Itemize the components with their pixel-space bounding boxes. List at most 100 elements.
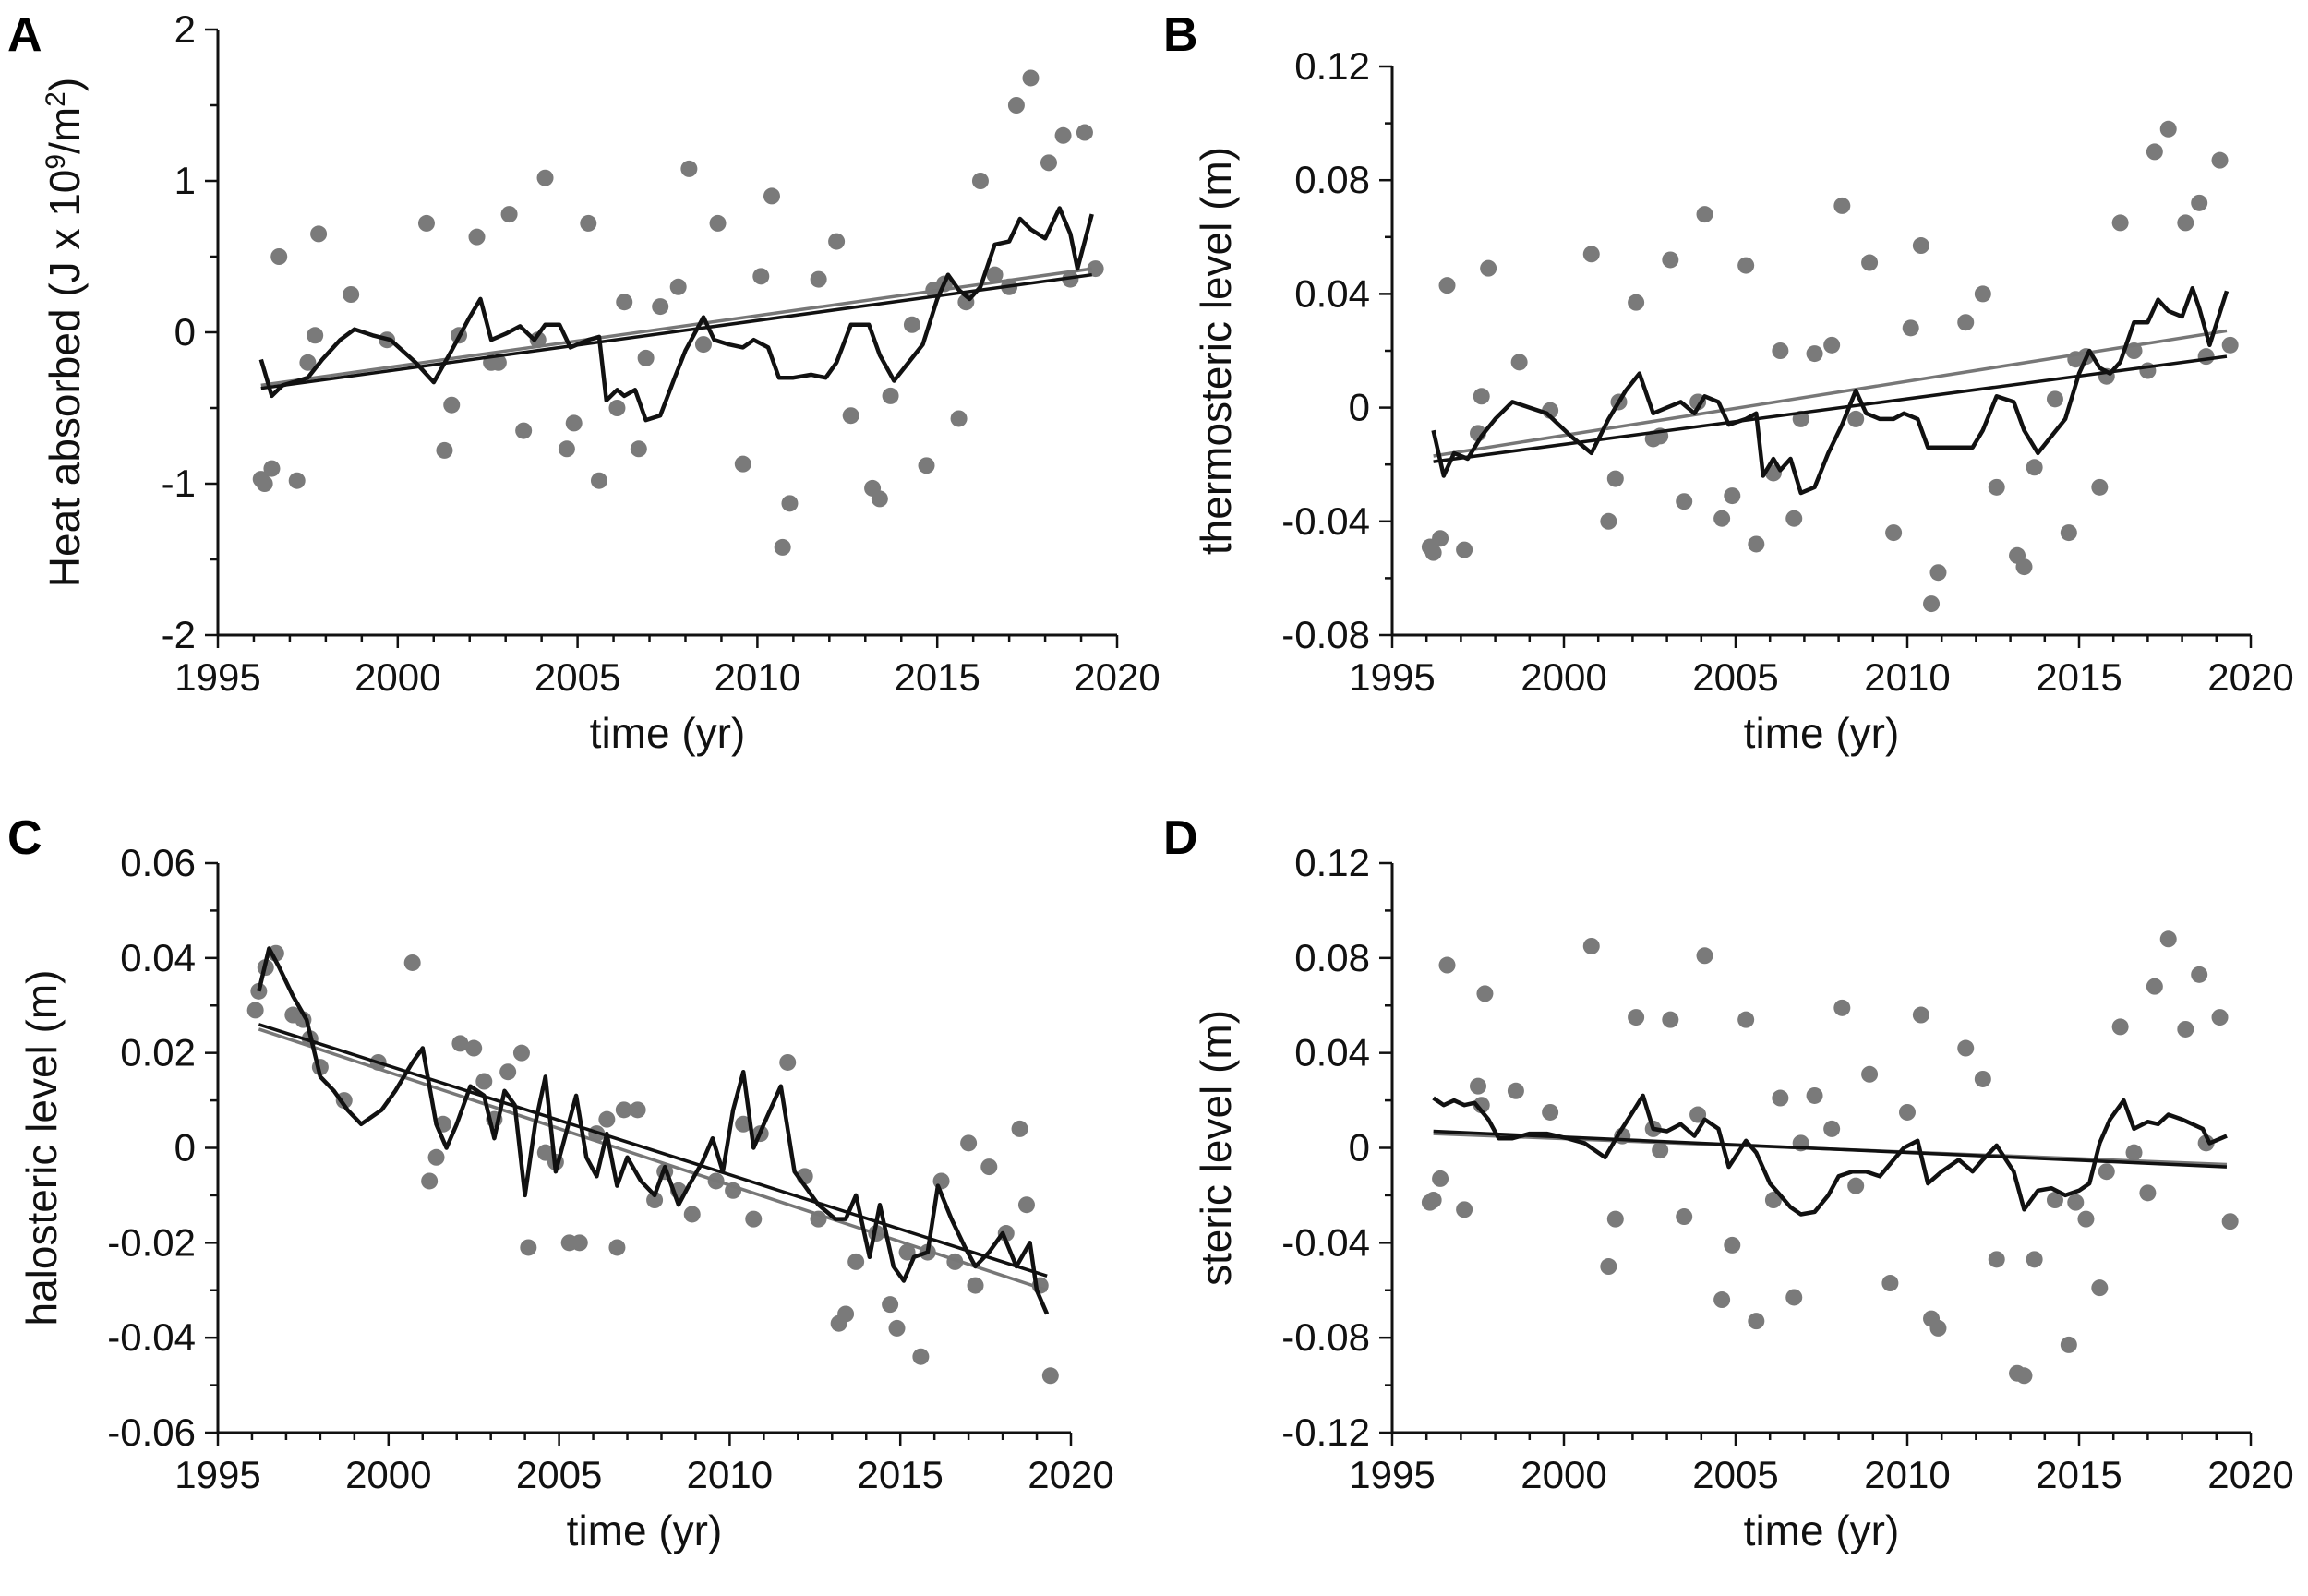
data-point xyxy=(1929,564,1947,582)
data-point xyxy=(828,233,846,250)
data-point xyxy=(1847,410,1865,427)
data-point xyxy=(310,225,328,243)
data-point xyxy=(2046,1192,2063,1209)
data-point xyxy=(2197,1134,2215,1152)
panel-c: C -0.06 -0.04 -0.02 0 0.02 0.04 0.06 1995 2000 200… xyxy=(7,811,1114,1554)
data-point xyxy=(774,538,791,556)
data-point xyxy=(1806,345,1823,363)
x-tick-label: 2000 xyxy=(355,655,440,699)
data-point xyxy=(637,349,655,366)
data-point xyxy=(1054,126,1072,144)
data-point xyxy=(629,1101,646,1119)
data-point xyxy=(608,1239,626,1256)
data-point xyxy=(343,286,360,303)
data-point xyxy=(1929,1319,1947,1337)
y-tick-label: 0.04 xyxy=(1294,271,1370,315)
data-point xyxy=(1542,1103,1559,1121)
data-point xyxy=(443,396,461,414)
data-point xyxy=(1696,947,1713,965)
y-tick-label: -1 xyxy=(162,462,196,505)
data-point xyxy=(1087,260,1104,278)
data-point xyxy=(1823,1120,1841,1137)
data-point xyxy=(2191,966,2208,983)
data-point xyxy=(1606,1210,1624,1228)
data-point xyxy=(2060,1336,2077,1353)
data-point xyxy=(980,1158,998,1176)
data-point xyxy=(1473,388,1490,405)
data-point xyxy=(417,214,435,232)
data-point xyxy=(842,407,859,425)
data-point xyxy=(1823,336,1841,354)
y-tick-label: -0.06 xyxy=(107,1410,196,1454)
data-point xyxy=(2177,1020,2194,1038)
data-point xyxy=(837,1305,855,1323)
data-point xyxy=(558,440,575,458)
y-tick-label: -0.08 xyxy=(1281,613,1370,656)
x-tick-label: 2010 xyxy=(1864,655,1950,699)
data-point xyxy=(1652,1142,1669,1159)
trend-line-gray xyxy=(258,1027,1048,1292)
data-point xyxy=(270,248,288,265)
data-point xyxy=(565,414,583,432)
data-point xyxy=(1772,342,1789,359)
y-tick-label: -0.04 xyxy=(1281,499,1370,543)
data-point xyxy=(1923,595,1941,613)
data-point xyxy=(2091,1279,2109,1297)
data-point xyxy=(1912,237,1929,255)
y-tick-label: -0.08 xyxy=(1281,1315,1370,1359)
data-point xyxy=(465,1039,483,1057)
x-tick-label: 2015 xyxy=(894,655,980,699)
x-axis-title: time (yr) xyxy=(1744,709,1900,757)
y-tick-label: 0.04 xyxy=(1294,1031,1370,1074)
data-point xyxy=(1912,1006,1929,1024)
data-point xyxy=(2015,558,2033,576)
data-point xyxy=(888,1319,906,1337)
x-tick-label: 1995 xyxy=(1349,1453,1435,1496)
x-axis-title: time (yr) xyxy=(567,1506,723,1554)
x-tick-label: 2005 xyxy=(535,655,620,699)
x-tick-label: 2000 xyxy=(1521,1453,1606,1496)
y-tick-label: 0.08 xyxy=(1294,936,1370,979)
data-point xyxy=(616,294,633,311)
data-point xyxy=(882,387,899,404)
data-point xyxy=(2098,1163,2115,1181)
trend-line-black xyxy=(260,272,1092,390)
data-point xyxy=(1476,985,1494,1002)
data-point xyxy=(918,457,935,474)
data-point xyxy=(307,327,324,344)
y-tick-label: 0 xyxy=(174,1126,196,1170)
data-point xyxy=(1022,69,1040,87)
data-point xyxy=(1748,1313,1765,1330)
data-point xyxy=(436,441,453,459)
data-point xyxy=(1988,1251,2005,1268)
x-tick-label: 2010 xyxy=(1864,1453,1950,1496)
data-point xyxy=(2091,478,2109,496)
data-point xyxy=(1724,1236,1741,1254)
data-point xyxy=(1600,1258,1617,1276)
y-axis-title: halosteric level (m) xyxy=(18,970,66,1326)
data-point xyxy=(1737,257,1755,274)
series-line xyxy=(1431,285,2230,496)
data-point xyxy=(2067,1194,2085,1211)
data-point xyxy=(1507,1082,1524,1099)
data-point xyxy=(1011,1120,1028,1137)
x-tick-label: 1995 xyxy=(1349,655,1435,699)
data-point xyxy=(986,266,1004,283)
y-tick-label: 0.02 xyxy=(120,1031,196,1074)
data-point xyxy=(1582,937,1600,954)
data-point xyxy=(468,228,486,246)
x-tick-label: 1995 xyxy=(174,655,260,699)
y-tick-label: -0.04 xyxy=(107,1315,196,1359)
data-point xyxy=(1456,541,1473,558)
trend-line-black xyxy=(258,1023,1048,1278)
data-point xyxy=(288,472,306,489)
x-tick-label: 2010 xyxy=(687,1453,773,1496)
data-point xyxy=(608,400,626,416)
data-point xyxy=(571,1234,588,1252)
data-point xyxy=(1833,197,1851,214)
data-point xyxy=(246,1002,264,1019)
panel-letter: D xyxy=(1163,811,1198,865)
data-point xyxy=(1676,493,1693,510)
data-point xyxy=(734,455,751,473)
